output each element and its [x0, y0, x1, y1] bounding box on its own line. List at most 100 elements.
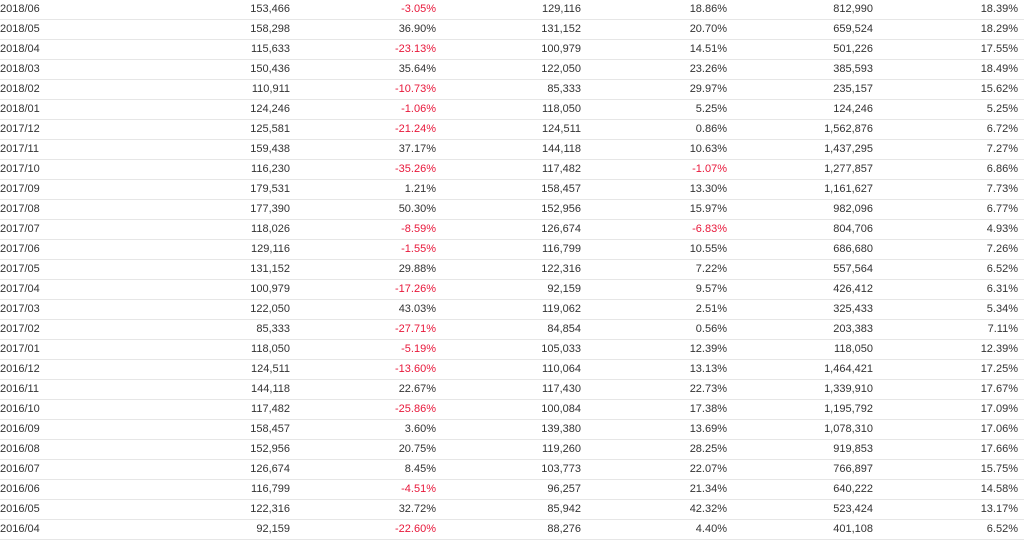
value-cell: 177,390	[108, 199, 296, 220]
value-cell: 131,152	[108, 259, 296, 280]
change-cell: 37.17%	[296, 139, 442, 160]
compare-change-cell: 13.13%	[587, 359, 733, 380]
table-row: 2018/06 153,466 -3.05% 129,116 18.86% 812,990…	[0, 0, 1024, 20]
value-cell: 110,911	[108, 79, 296, 100]
compare-change-cell: 17.38%	[587, 399, 733, 420]
compare-change-cell: 10.55%	[587, 239, 733, 260]
table-row: 2018/04 115,633 -23.13% 100,979 14.51% 501,22…	[0, 39, 1024, 60]
cumulative-cell: 1,195,792	[733, 399, 879, 420]
month-cell: 2017/03	[0, 299, 108, 320]
value-cell: 122,316	[108, 499, 296, 520]
compare-change-cell: 22.73%	[587, 379, 733, 400]
table-row: 2018/01 124,246 -1.06% 118,050 5.25% 124,246 5…	[0, 99, 1024, 120]
month-cell: 2018/04	[0, 39, 108, 60]
compare-value-cell: 117,430	[442, 379, 587, 400]
cumulative-cell: 640,222	[733, 479, 879, 500]
cumulative-change-cell: 5.25%	[879, 99, 1024, 120]
change-cell: -13.60%	[296, 359, 442, 380]
cumulative-change-cell: 18.29%	[879, 19, 1024, 40]
compare-change-cell: 14.51%	[587, 39, 733, 60]
change-cell: 1.21%	[296, 179, 442, 200]
cumulative-change-cell: 17.25%	[879, 359, 1024, 380]
month-cell: 2018/05	[0, 19, 108, 40]
compare-value-cell: 96,257	[442, 479, 587, 500]
value-cell: 152,956	[108, 439, 296, 460]
value-cell: 179,531	[108, 179, 296, 200]
change-cell: -35.26%	[296, 159, 442, 180]
change-cell: -4.51%	[296, 479, 442, 500]
table-row: 2016/11 144,118 22.67% 117,430 22.73% 1,339,9…	[0, 379, 1024, 400]
cumulative-change-cell: 17.66%	[879, 439, 1024, 460]
month-cell: 2017/06	[0, 239, 108, 260]
compare-change-cell: 29.97%	[587, 79, 733, 100]
table-row: 2016/07 126,674 8.45% 103,773 22.07% 766,897 1…	[0, 459, 1024, 480]
value-cell: 159,438	[108, 139, 296, 160]
table-row: 2016/05 122,316 32.72% 85,942 42.32% 523,424 1…	[0, 499, 1024, 520]
compare-value-cell: 124,511	[442, 119, 587, 140]
value-cell: 125,581	[108, 119, 296, 140]
change-cell: -5.19%	[296, 339, 442, 360]
change-cell: -1.55%	[296, 239, 442, 260]
change-cell: -21.24%	[296, 119, 442, 140]
compare-change-cell: 12.39%	[587, 339, 733, 360]
change-cell: 20.75%	[296, 439, 442, 460]
compare-change-cell: 15.97%	[587, 199, 733, 220]
change-cell: 50.30%	[296, 199, 442, 220]
table-row: 2017/12 125,581 -21.24% 124,511 0.86% 1,562,8…	[0, 119, 1024, 140]
table-row: 2016/09 158,457 3.60% 139,380 13.69% 1,078,31…	[0, 419, 1024, 440]
compare-change-cell: 2.51%	[587, 299, 733, 320]
table-row: 2016/04 92,159 -22.60% 88,276 4.40% 401,108 6.…	[0, 519, 1024, 540]
cumulative-change-cell: 6.52%	[879, 519, 1024, 540]
change-cell: 36.90%	[296, 19, 442, 40]
table-row: 2017/04 100,979 -17.26% 92,159 9.57% 426,412 6…	[0, 279, 1024, 300]
value-cell: 116,230	[108, 159, 296, 180]
cumulative-cell: 812,990	[733, 0, 879, 20]
cumulative-cell: 401,108	[733, 519, 879, 540]
compare-value-cell: 144,118	[442, 139, 587, 160]
compare-value-cell: 119,062	[442, 299, 587, 320]
cumulative-change-cell: 7.27%	[879, 139, 1024, 160]
month-cell: 2017/04	[0, 279, 108, 300]
cumulative-change-cell: 17.55%	[879, 39, 1024, 60]
compare-change-cell: 13.30%	[587, 179, 733, 200]
cumulative-cell: 919,853	[733, 439, 879, 460]
change-cell: -23.13%	[296, 39, 442, 60]
change-cell: -1.06%	[296, 99, 442, 120]
cumulative-change-cell: 7.73%	[879, 179, 1024, 200]
cumulative-cell: 1,562,876	[733, 119, 879, 140]
compare-change-cell: 7.22%	[587, 259, 733, 280]
month-cell: 2017/01	[0, 339, 108, 360]
cumulative-cell: 804,706	[733, 219, 879, 240]
month-cell: 2018/03	[0, 59, 108, 80]
month-cell: 2017/09	[0, 179, 108, 200]
value-cell: 144,118	[108, 379, 296, 400]
compare-value-cell: 92,159	[442, 279, 587, 300]
cumulative-cell: 501,226	[733, 39, 879, 60]
compare-value-cell: 126,674	[442, 219, 587, 240]
cumulative-cell: 1,161,627	[733, 179, 879, 200]
table-row: 2017/03 122,050 43.03% 119,062 2.51% 325,433 5…	[0, 299, 1024, 320]
compare-change-cell: 9.57%	[587, 279, 733, 300]
table-row: 2016/10 117,482 -25.86% 100,084 17.38% 1,195,…	[0, 399, 1024, 420]
value-cell: 158,298	[108, 19, 296, 40]
value-cell: 153,466	[108, 0, 296, 20]
compare-change-cell: -1.07%	[587, 159, 733, 180]
value-cell: 92,159	[108, 519, 296, 540]
value-cell: 116,799	[108, 479, 296, 500]
compare-change-cell: 28.25%	[587, 439, 733, 460]
value-cell: 100,979	[108, 279, 296, 300]
compare-change-cell: 13.69%	[587, 419, 733, 440]
compare-value-cell: 117,482	[442, 159, 587, 180]
cumulative-cell: 203,383	[733, 319, 879, 340]
month-cell: 2016/12	[0, 359, 108, 380]
compare-change-cell: 22.07%	[587, 459, 733, 480]
change-cell: 8.45%	[296, 459, 442, 480]
value-cell: 115,633	[108, 39, 296, 60]
month-cell: 2016/04	[0, 519, 108, 540]
cumulative-change-cell: 17.67%	[879, 379, 1024, 400]
month-cell: 2016/05	[0, 499, 108, 520]
change-cell: -8.59%	[296, 219, 442, 240]
table-row: 2017/08 177,390 50.30% 152,956 15.97% 982,096…	[0, 199, 1024, 220]
